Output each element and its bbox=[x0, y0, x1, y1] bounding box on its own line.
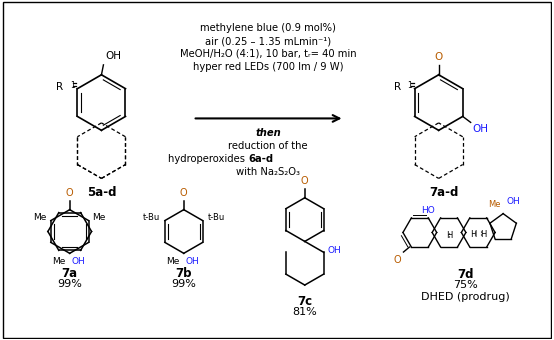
Text: DHED (prodrug): DHED (prodrug) bbox=[421, 292, 510, 302]
Text: methylene blue (0.9 mol%): methylene blue (0.9 mol%) bbox=[200, 23, 336, 33]
Text: MeOH/H₂O (4:1), 10 bar, tᵣ= 40 min: MeOH/H₂O (4:1), 10 bar, tᵣ= 40 min bbox=[179, 49, 356, 59]
Text: OH: OH bbox=[473, 124, 489, 134]
Text: Me: Me bbox=[488, 200, 500, 209]
Text: OH: OH bbox=[186, 257, 199, 266]
Text: t-Bu: t-Bu bbox=[143, 213, 160, 222]
Text: 7c: 7c bbox=[297, 295, 312, 308]
Text: OH: OH bbox=[105, 51, 121, 61]
Text: O: O bbox=[301, 176, 309, 186]
Text: 1: 1 bbox=[408, 81, 412, 90]
Text: 7a-d: 7a-d bbox=[429, 186, 458, 199]
Text: O: O bbox=[180, 188, 188, 198]
Text: 5a-d: 5a-d bbox=[86, 186, 116, 199]
Text: air (0.25 – 1.35 mLmin⁻¹): air (0.25 – 1.35 mLmin⁻¹) bbox=[205, 36, 331, 46]
Text: R: R bbox=[57, 82, 64, 92]
Text: 99%: 99% bbox=[171, 279, 196, 289]
Text: Me: Me bbox=[93, 213, 106, 222]
Text: then: then bbox=[255, 128, 281, 138]
Text: Me: Me bbox=[33, 213, 47, 222]
Text: OH: OH bbox=[327, 246, 341, 255]
Text: 75%: 75% bbox=[453, 280, 478, 290]
Text: OH: OH bbox=[71, 257, 85, 266]
Text: hyper red LEDs (700 lm / 9 W): hyper red LEDs (700 lm / 9 W) bbox=[193, 62, 343, 72]
Text: O: O bbox=[394, 255, 402, 265]
Text: with Na₂S₂O₃: with Na₂S₂O₃ bbox=[236, 167, 300, 177]
Text: R: R bbox=[393, 82, 401, 92]
Text: O: O bbox=[66, 188, 74, 198]
Text: 6a-d: 6a-d bbox=[248, 154, 273, 164]
Text: H: H bbox=[480, 230, 486, 239]
Text: 7a: 7a bbox=[61, 267, 78, 280]
Text: 7b: 7b bbox=[176, 267, 192, 280]
Text: H: H bbox=[446, 231, 452, 240]
Text: HO: HO bbox=[421, 206, 435, 215]
Text: 7d: 7d bbox=[457, 268, 474, 281]
Text: t-Bu: t-Bu bbox=[208, 213, 225, 222]
Text: Me: Me bbox=[166, 257, 180, 266]
Text: O: O bbox=[434, 52, 443, 62]
Text: Me: Me bbox=[53, 257, 66, 266]
Text: OH: OH bbox=[506, 197, 520, 206]
Text: 81%: 81% bbox=[293, 307, 317, 317]
Text: hydroperoxides: hydroperoxides bbox=[168, 154, 248, 164]
Text: 99%: 99% bbox=[57, 279, 82, 289]
Text: H: H bbox=[470, 230, 476, 239]
Text: reduction of the: reduction of the bbox=[228, 141, 308, 151]
Text: 1: 1 bbox=[70, 81, 75, 90]
